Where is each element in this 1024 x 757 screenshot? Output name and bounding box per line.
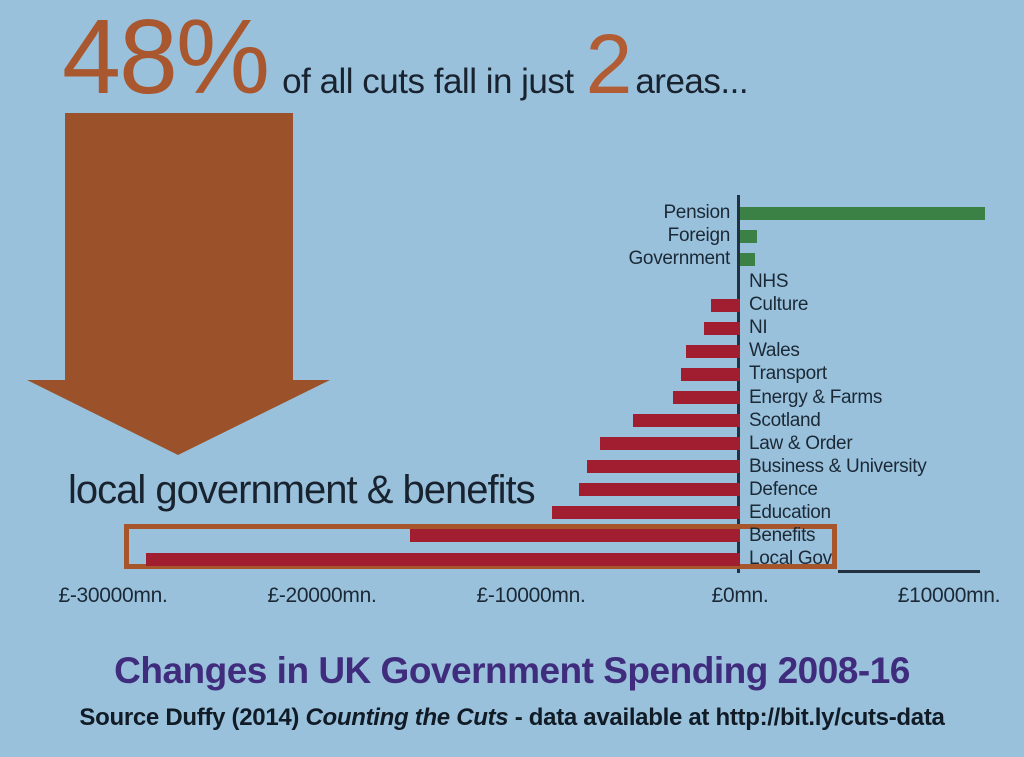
- category-label-government: Government: [628, 248, 730, 270]
- bar-law-order: [599, 437, 740, 451]
- source-prefix: Source Duffy (2014): [79, 704, 306, 731]
- source-work-title: Counting the Cuts: [305, 704, 509, 731]
- category-label-ni: NI: [749, 317, 768, 339]
- bar-benefits: [409, 529, 740, 543]
- bar-local-gov: [146, 552, 740, 566]
- down-arrow-icon: [27, 113, 330, 455]
- bar-defence: [579, 483, 740, 497]
- category-label-nhs: NHS: [749, 271, 789, 293]
- category-label-business-university: Business & University: [749, 455, 927, 477]
- x-axis-line: [838, 570, 980, 573]
- down-arrow-shape: [27, 113, 330, 455]
- zero-axis-line: [737, 195, 740, 573]
- chart-title: Changes in UK Government Spending 2008-1…: [114, 650, 910, 691]
- category-label-education: Education: [749, 501, 831, 523]
- arrow-caption: local government & benefits: [68, 468, 536, 512]
- highlight-box: [124, 524, 837, 569]
- x-tick-0: £-30000mn.: [58, 584, 168, 607]
- bar-business-university: [587, 460, 740, 474]
- source-line: Source Duffy (2014) Counting the Cuts - …: [0, 704, 1024, 732]
- headline-text: of all cuts fall in just: [282, 62, 574, 101]
- headline-suffix: areas...: [635, 62, 749, 101]
- category-label-benefits: Benefits: [749, 524, 816, 546]
- headline-stat: 48%: [62, 0, 270, 116]
- bar-transport: [681, 367, 740, 381]
- x-tick-3: £0mn.: [711, 584, 769, 607]
- category-label-energy-farms: Energy & Farms: [749, 386, 883, 408]
- category-label-foreign: Foreign: [667, 225, 731, 247]
- headline: 48% of all cuts fall in just 2 areas...: [62, 0, 749, 116]
- category-label-transport: Transport: [749, 363, 827, 385]
- bar-education: [551, 506, 740, 520]
- x-tick-2: £-10000mn.: [476, 584, 586, 607]
- bar-ni: [704, 321, 740, 335]
- x-tick-4: £10000mn.: [897, 584, 1001, 607]
- bar-energy-farms: [673, 391, 740, 405]
- category-label-culture: Culture: [749, 294, 809, 316]
- bar-foreign: [740, 229, 757, 243]
- category-label-scotland: Scotland: [749, 409, 821, 431]
- category-label-pension: Pension: [663, 202, 730, 223]
- bar-culture: [710, 298, 740, 312]
- headline-count: 2: [585, 17, 633, 111]
- category-label-local-gov: Local Gov: [749, 548, 832, 570]
- category-label-law-order: Law & Order: [749, 432, 853, 454]
- bar-wales: [685, 344, 740, 358]
- source-suffix: - data available at http://bit.ly/cuts-d…: [508, 704, 945, 731]
- bar-scotland: [633, 414, 740, 428]
- bar-government: [740, 252, 755, 266]
- x-tick-1: £-20000mn.: [267, 584, 377, 607]
- bar-pension: [740, 206, 985, 220]
- category-label-defence: Defence: [749, 478, 818, 500]
- category-label-wales: Wales: [749, 340, 800, 362]
